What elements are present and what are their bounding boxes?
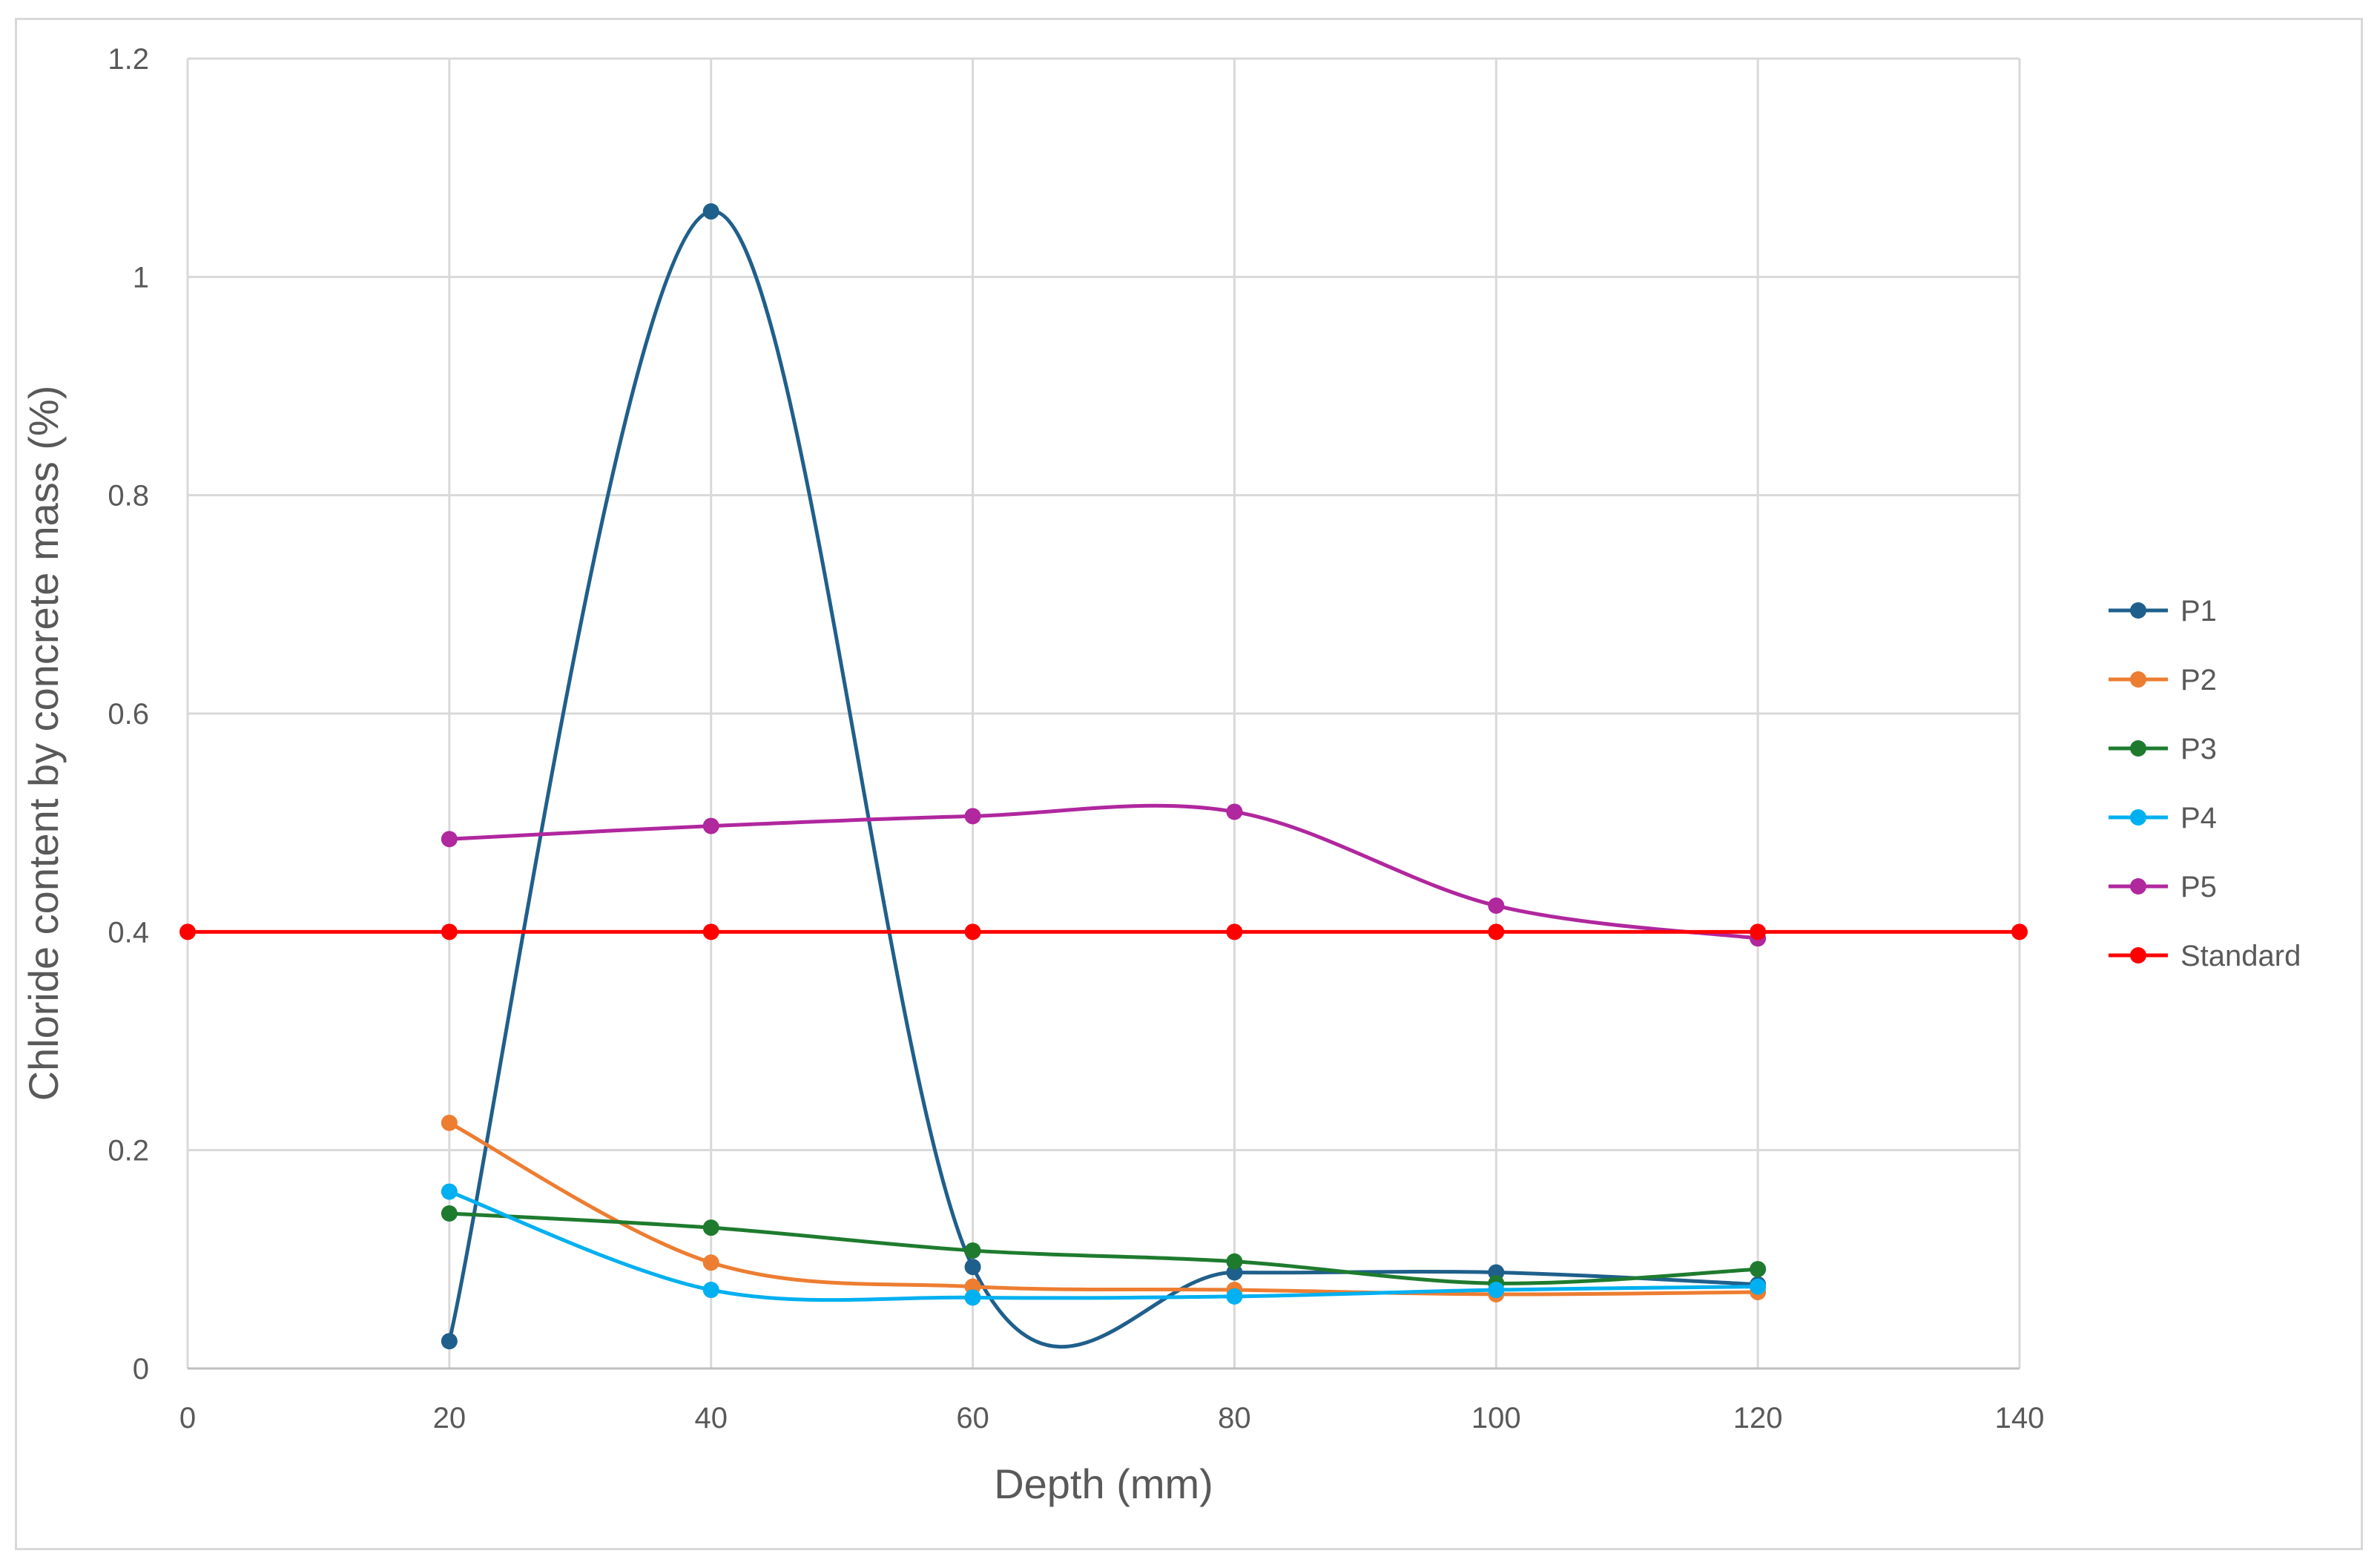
series-layer xyxy=(179,203,2028,1350)
data-point-standard xyxy=(1488,923,1505,941)
data-point-p4 xyxy=(964,1289,981,1306)
data-point-standard xyxy=(1750,923,1767,941)
series-p5 xyxy=(441,803,1767,947)
legend-label: P1 xyxy=(2180,595,2217,627)
legend-swatch-marker xyxy=(2130,671,2146,688)
y-tick-label: 1 xyxy=(133,261,149,294)
series-line-p2 xyxy=(448,1121,1758,1297)
legend-label: Standard xyxy=(2180,940,2301,972)
grid-layer xyxy=(186,57,2021,1370)
series-line-p5 xyxy=(449,803,1758,941)
y-tick-label: 0.6 xyxy=(108,698,149,731)
series-standard xyxy=(179,923,2028,941)
legend-label: P2 xyxy=(2180,664,2217,696)
data-point-p3 xyxy=(441,1205,458,1222)
x-axis-title: Depth (mm) xyxy=(994,1460,1213,1507)
data-point-p2 xyxy=(441,1114,458,1131)
data-point-p4 xyxy=(1488,1282,1505,1299)
x-tick-label: 80 xyxy=(1218,1402,1251,1434)
series-line-p4 xyxy=(448,1190,1758,1302)
data-point-p4 xyxy=(1750,1278,1767,1295)
data-point-p3 xyxy=(702,1219,719,1236)
legend-swatch-marker xyxy=(2130,602,2146,619)
data-point-p4 xyxy=(1226,1288,1243,1305)
legend-item-p3: P3 xyxy=(2109,733,2217,765)
chart-frame: 0 20 40 60 80 100 120 140 0 0.2 0.4 0.6 0.8 1 1.2 Dept… xyxy=(15,18,2363,1550)
data-point-standard xyxy=(179,923,196,941)
data-point-p3 xyxy=(964,1242,981,1259)
y-tick-label: 1.2 xyxy=(108,43,149,76)
legend-swatch-marker xyxy=(2130,809,2146,826)
x-tick-label: 60 xyxy=(956,1402,989,1434)
data-point-p5 xyxy=(702,817,719,834)
legend-label: P3 xyxy=(2180,733,2217,765)
data-point-p4 xyxy=(702,1282,719,1299)
x-tick-label: 20 xyxy=(433,1402,467,1434)
series-p3 xyxy=(441,1205,1767,1292)
data-point-p1 xyxy=(702,203,719,220)
legend-swatch-marker xyxy=(2130,947,2146,963)
tick-layer: 0 20 40 60 80 100 120 140 0 0.2 0.4 0.6 0.8 1 1.2 xyxy=(108,43,2044,1434)
legend-item-standard: Standard xyxy=(2109,940,2301,972)
chart-svg: 0 20 40 60 80 100 120 140 0 0.2 0.4 0.6 0.8 1 1.2 Dept… xyxy=(20,43,2301,1507)
x-tick-label: 140 xyxy=(1995,1402,2045,1434)
legend-swatch-marker xyxy=(2130,878,2146,895)
data-point-p1 xyxy=(441,1333,458,1350)
data-point-p5 xyxy=(964,808,981,825)
x-tick-label: 40 xyxy=(694,1402,728,1434)
series-line-p3 xyxy=(449,1211,1758,1285)
data-point-p4 xyxy=(441,1183,458,1200)
data-point-p2 xyxy=(702,1254,719,1271)
y-tick-label: 0.2 xyxy=(108,1135,149,1167)
x-tick-label: 100 xyxy=(1471,1402,1521,1434)
legend-item-p1: P1 xyxy=(2109,595,2217,627)
data-point-standard xyxy=(441,923,458,941)
y-axis-title: Chloride content by concrete mass (%) xyxy=(20,386,67,1101)
data-point-p3 xyxy=(1226,1253,1243,1270)
data-point-p5 xyxy=(1488,897,1505,915)
series-p4 xyxy=(441,1183,1767,1306)
legend-item-p2: P2 xyxy=(2109,664,2217,696)
data-point-standard xyxy=(2011,923,2028,941)
x-tick-label: 0 xyxy=(179,1402,196,1434)
series-p1 xyxy=(441,203,1767,1350)
data-point-standard xyxy=(964,923,981,941)
x-tick-label: 120 xyxy=(1733,1402,1783,1434)
legend-label: P5 xyxy=(2180,871,2217,903)
legend-item-p4: P4 xyxy=(2109,802,2217,834)
data-point-standard xyxy=(702,923,719,941)
data-point-p3 xyxy=(1750,1261,1767,1278)
y-tick-label: 0 xyxy=(133,1353,149,1386)
data-point-p5 xyxy=(441,831,458,848)
data-point-p1 xyxy=(964,1259,981,1276)
data-point-standard xyxy=(1226,923,1243,941)
y-tick-label: 0.8 xyxy=(108,480,149,513)
y-tick-label: 0.4 xyxy=(108,916,149,949)
legend-label: P4 xyxy=(2180,802,2217,834)
legend-item-p5: P5 xyxy=(2109,871,2217,903)
legend-swatch-marker xyxy=(2130,740,2146,757)
data-point-p5 xyxy=(1226,803,1243,820)
series-line-p1 xyxy=(447,209,1758,1349)
legend: P1 P2 P3 P4 P5 Standard xyxy=(2109,595,2301,972)
